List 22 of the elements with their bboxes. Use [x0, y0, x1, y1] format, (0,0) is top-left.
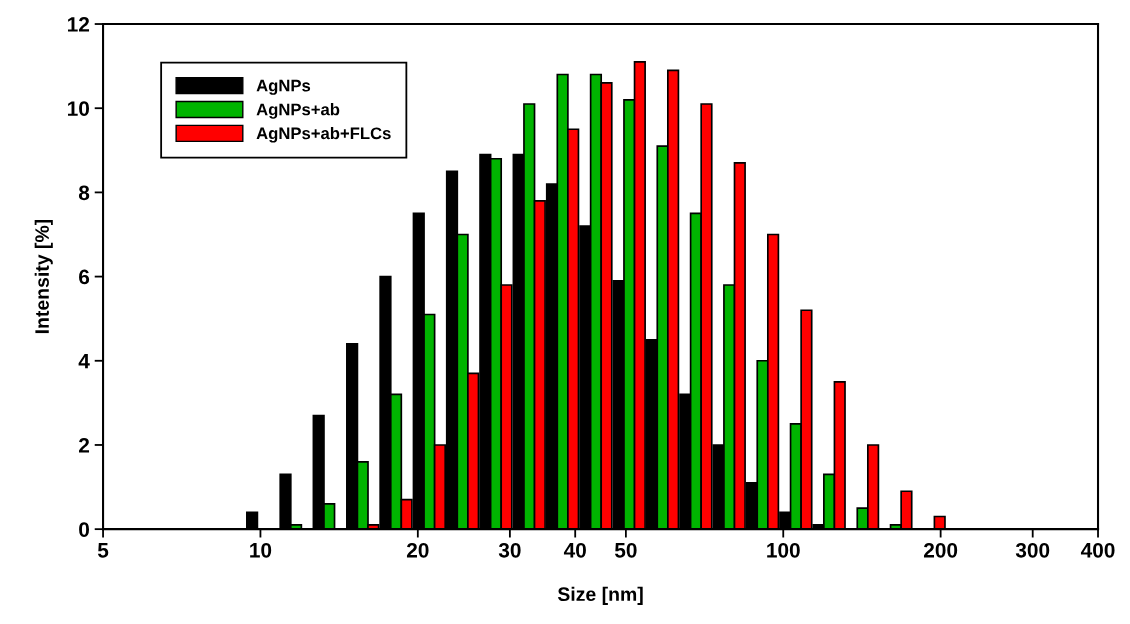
y-tick-label: 10: [68, 101, 90, 116]
y-tick-label: 8: [78, 185, 90, 201]
x-tick-label: 200: [923, 542, 958, 558]
y-tick-label: 12: [68, 17, 90, 32]
y-axis-title: Intensity [%]: [34, 219, 53, 334]
y-tick-label: 6: [79, 269, 90, 285]
x-tick-label: 50: [614, 542, 637, 558]
y-tick-label: 4: [78, 353, 90, 369]
y-tick-label: 0: [79, 522, 90, 537]
x-tick-label: 40: [563, 542, 586, 558]
x-tick-label: 400: [1080, 542, 1115, 558]
legend-label: AgNPs: [256, 79, 311, 95]
x-tick-label: 10: [250, 542, 272, 558]
x-tick-label: 30: [498, 542, 521, 558]
x-tick-label: 20: [406, 542, 429, 558]
x-tick-label: 300: [1015, 542, 1050, 558]
legend-label: AgNPs+ab: [256, 103, 340, 119]
x-tick-label: 5: [97, 543, 109, 558]
x-tick-label: 100: [767, 542, 800, 558]
x-axis-title: Size [nm]: [557, 586, 643, 605]
legend-label: AgNPs+ab+FLCs: [256, 126, 391, 143]
y-tick-label: 2: [79, 437, 90, 453]
